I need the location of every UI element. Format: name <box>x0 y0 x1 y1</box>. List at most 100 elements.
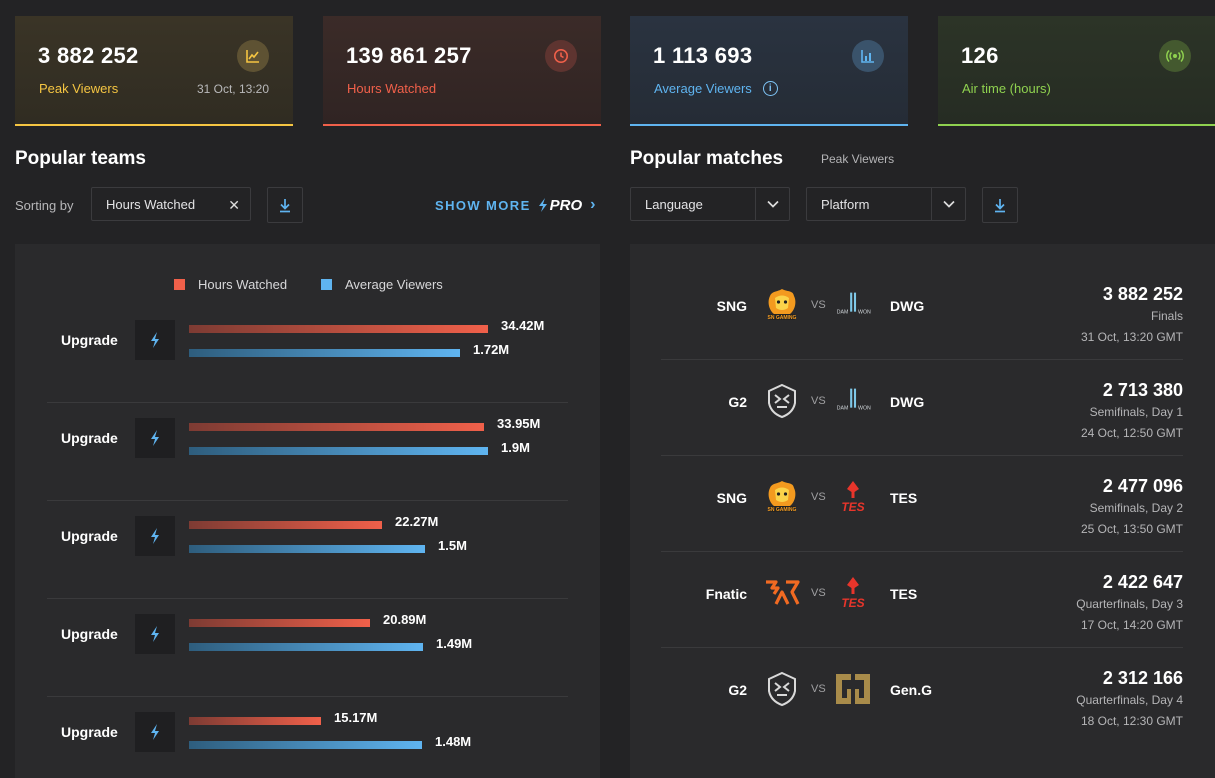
vs-label: VS <box>811 299 826 311</box>
match-stage: Semifinals, Day 2 <box>1089 501 1183 515</box>
match-time: 24 Oct, 12:50 GMT <box>1080 426 1183 440</box>
hours-watched-value: 34.42M <box>501 318 545 333</box>
match-stage: Quarterfinals, Day 3 <box>1076 597 1183 611</box>
pro-label: PRO <box>549 196 583 214</box>
average-viewers-value: 1.72M <box>473 342 510 357</box>
team-b-name: DWG <box>890 298 925 314</box>
match-row[interactable]: G2 VS Gen.G 2 312 166 Quarterfinals, Day 4 18… <box>661 648 1183 744</box>
stat-value: 1 113 693 <box>653 43 753 68</box>
team-name: Upgrade <box>61 430 118 446</box>
average-viewers-bar <box>189 447 488 455</box>
hours-watched-bar <box>189 717 321 725</box>
stat-card-hours-watched: 139 861 257 Hours Watched <box>323 16 601 126</box>
team-b-name: TES <box>890 586 918 602</box>
popular-teams-title: Popular teams <box>15 148 146 169</box>
svg-text:DAM: DAM <box>837 310 849 316</box>
sorting-label: Sorting by <box>15 198 74 213</box>
match-time: 31 Oct, 13:20 GMT <box>1080 330 1183 344</box>
popular-matches-panel <box>630 244 1215 778</box>
average-viewers-bar <box>189 349 460 357</box>
g2-logo <box>762 381 802 421</box>
team-a-name: SNG <box>716 490 747 506</box>
legend-swatch <box>321 279 332 290</box>
team-name: Upgrade <box>61 626 118 642</box>
row-divider <box>661 647 1183 648</box>
upgrade-button[interactable] <box>135 712 175 752</box>
team-row: Upgrade 33.95M 1.9M <box>47 403 568 501</box>
match-peak-viewers: 3 882 252 <box>1102 284 1183 304</box>
upgrade-button[interactable] <box>135 320 175 360</box>
download-matches-button[interactable] <box>982 187 1018 223</box>
vs-label: VS <box>811 395 826 407</box>
tes-logo: TES <box>833 477 873 517</box>
geng-logo <box>833 669 873 709</box>
fnatic-logo <box>762 573 802 613</box>
damwon-logo: DAM WON <box>833 381 873 421</box>
svg-text:TES: TES <box>841 500 864 514</box>
sort-chip[interactable]: Hours Watched ✕ <box>91 187 251 221</box>
hours-watched-value: 20.89M <box>383 612 427 627</box>
vs-label: VS <box>811 683 826 695</box>
row-divider <box>47 598 568 599</box>
row-divider <box>47 696 568 697</box>
team-a-name: G2 <box>728 682 747 698</box>
popular-matches-title: Popular matches <box>630 148 784 169</box>
hours-watched-bar <box>189 423 484 431</box>
match-time: 18 Oct, 12:30 GMT <box>1080 714 1183 728</box>
team-a-name: Fnatic <box>705 586 747 602</box>
legend-swatch <box>174 279 185 290</box>
match-row[interactable]: G2 VS DAM WON DWG 2 713 380 Semifinals, Day 1 2… <box>661 360 1183 456</box>
match-stage: Finals <box>1150 309 1183 323</box>
average-viewers-value: 1.5M <box>438 538 467 553</box>
stat-value: 139 861 257 <box>346 43 472 68</box>
team-a-name: SNG <box>716 298 747 314</box>
download-teams-button[interactable] <box>267 187 303 223</box>
show-more-pro-link[interactable]: SHOW MORE PRO › <box>435 196 597 214</box>
language-dropdown[interactable]: Language <box>630 187 790 221</box>
team-row: Upgrade 20.89M 1.49M <box>47 599 568 697</box>
stat-value: 126 <box>961 43 999 68</box>
upgrade-button[interactable] <box>135 418 175 458</box>
team-name: Upgrade <box>61 528 118 544</box>
team-row: Upgrade 15.17M 1.48M <box>47 697 568 778</box>
svg-text:SN GAMING: SN GAMING <box>768 315 797 321</box>
upgrade-button[interactable] <box>135 516 175 556</box>
row-divider <box>47 500 568 501</box>
chevron-right-icon: › <box>590 196 597 213</box>
chevron-down-icon <box>755 188 789 220</box>
team-name: Upgrade <box>61 332 118 348</box>
average-viewers-value: 1.49M <box>436 636 473 651</box>
row-divider <box>661 455 1183 456</box>
upgrade-button[interactable] <box>135 614 175 654</box>
tes-logo: TES <box>833 573 873 613</box>
bolt-icon <box>151 528 159 544</box>
hours-watched-bar <box>189 619 370 627</box>
row-divider <box>661 551 1183 552</box>
match-stage: Quarterfinals, Day 4 <box>1076 693 1183 707</box>
match-peak-viewers: 2 477 096 <box>1102 476 1183 496</box>
svg-text:SN GAMING: SN GAMING <box>768 507 797 513</box>
close-icon[interactable]: ✕ <box>228 197 240 213</box>
platform-dropdown[interactable]: Platform <box>806 187 966 221</box>
stat-label: Average Viewers i <box>654 81 778 96</box>
team-b-name: Gen.G <box>890 682 933 698</box>
bolt-icon <box>151 430 159 446</box>
hours-watched-value: 15.17M <box>334 710 378 725</box>
match-peak-viewers: 2 713 380 <box>1102 380 1183 400</box>
bolt-icon <box>151 626 159 642</box>
match-time: 25 Oct, 13:50 GMT <box>1080 522 1183 536</box>
match-row[interactable]: SNG SN GAMING VS TES TES 2 477 096 Semifinals,… <box>661 456 1183 552</box>
chevron-down-icon <box>931 188 965 220</box>
average-viewers-bar <box>189 643 423 651</box>
team-b-name: TES <box>890 490 918 506</box>
match-row[interactable]: Fnatic VS TES TES 2 422 647 Quarterfinals, Da… <box>661 552 1183 648</box>
stat-label: Hours Watched <box>347 81 437 96</box>
bar-chart-icon <box>852 40 884 72</box>
platform-dropdown-label: Platform <box>821 196 870 212</box>
average-viewers-bar <box>189 545 425 553</box>
info-icon[interactable]: i <box>762 81 778 96</box>
svg-text:TES: TES <box>841 596 864 610</box>
average-viewers-bar <box>189 741 422 749</box>
match-row[interactable]: SNG SN GAMING VS DAM WON DWG 3 882 252 Finals 31… <box>661 264 1183 360</box>
legend-average-viewers: Average Viewers <box>321 277 443 292</box>
